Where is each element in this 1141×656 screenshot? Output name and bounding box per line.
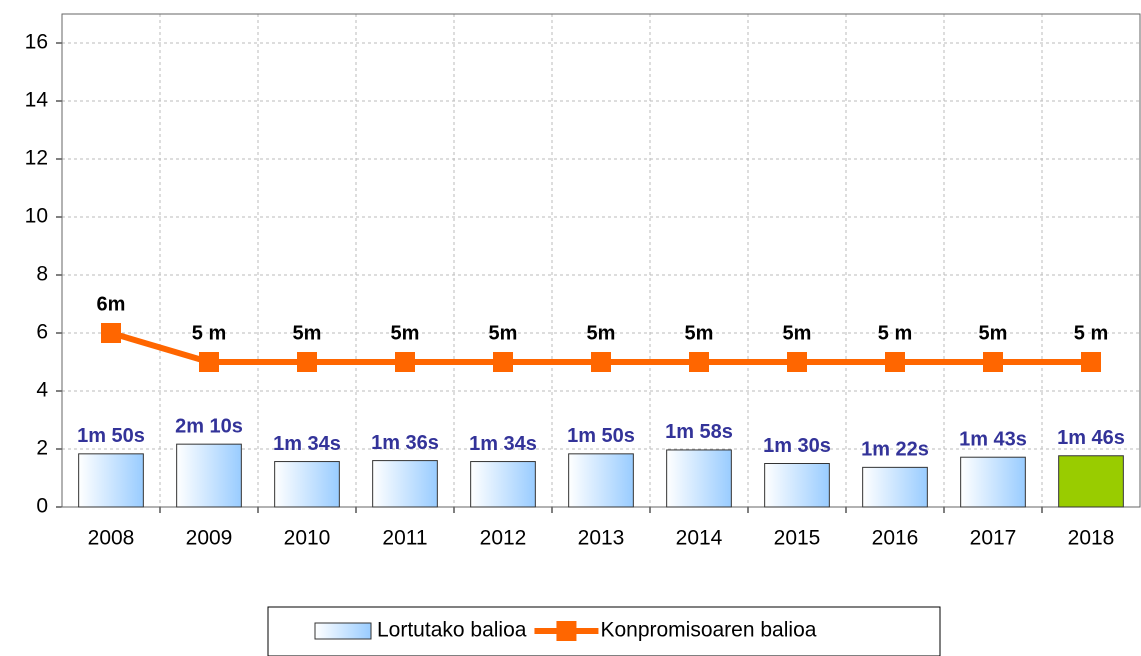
x-tick-label: 2015 (774, 527, 821, 550)
x-tick-label: 2017 (970, 527, 1017, 550)
line-marker (689, 352, 709, 372)
y-tick-label: 12 (25, 147, 48, 170)
x-tick-label: 2010 (284, 527, 331, 550)
bar-value-label: 1m 46s (1057, 427, 1125, 449)
x-tick-label: 2008 (88, 527, 135, 550)
x-tick-label: 2016 (872, 527, 919, 550)
x-tick-label: 2009 (186, 527, 233, 550)
line-value-label: 5m (489, 322, 518, 344)
line-value-label: 5m (685, 322, 714, 344)
bar-value-label: 1m 30s (763, 435, 831, 457)
y-tick-label: 2 (36, 437, 48, 460)
bar (960, 456, 1026, 508)
bar-value-label: 1m 43s (959, 428, 1027, 450)
line-marker (493, 352, 513, 372)
line-marker (199, 352, 219, 372)
bar-value-label: 1m 22s (861, 439, 929, 461)
y-tick-label: 10 (25, 205, 48, 228)
line-value-label: 5 m (878, 322, 912, 344)
line-value-label: 5m (391, 322, 420, 344)
bar (470, 461, 536, 508)
line-marker (787, 352, 807, 372)
bar (176, 443, 242, 508)
line-marker (1081, 352, 1101, 372)
legend-label: Konpromisoaren balioa (600, 619, 816, 642)
line-marker (297, 352, 317, 372)
bar (862, 466, 928, 508)
bar (764, 463, 830, 508)
y-tick-label: 6 (36, 321, 48, 344)
line-value-label: 5 m (192, 322, 226, 344)
line-value-label: 5m (783, 322, 812, 344)
legend-swatch (556, 621, 577, 641)
line-marker (591, 352, 611, 372)
line-marker (395, 352, 415, 372)
bar (1058, 455, 1124, 508)
bar (666, 449, 732, 508)
y-tick-label: 14 (25, 89, 49, 112)
bar-value-label: 1m 50s (77, 425, 145, 447)
line-marker (885, 352, 905, 372)
legend-box (267, 606, 941, 656)
bar-value-label: 1m 34s (469, 433, 537, 455)
x-tick-label: 2012 (480, 527, 527, 550)
bar (78, 453, 144, 508)
x-tick-label: 2018 (1068, 527, 1115, 550)
line-value-label: 5 m (1074, 322, 1108, 344)
y-tick-label: 16 (25, 31, 48, 54)
bar-value-label: 1m 50s (567, 425, 635, 447)
bar-value-label: 2m 10s (175, 415, 243, 437)
bar-value-label: 1m 36s (371, 432, 439, 454)
x-tick-label: 2011 (382, 527, 427, 550)
line-value-label: 6m (97, 293, 126, 315)
y-tick-label: 8 (36, 263, 48, 286)
x-tick-label: 2013 (578, 527, 625, 550)
legend-label: Lortutako balioa (377, 619, 527, 642)
x-tick-label: 2014 (676, 527, 723, 550)
y-tick-label: 4 (36, 379, 48, 402)
line-value-label: 5m (293, 322, 322, 344)
bar (568, 453, 634, 508)
y-tick-label: 0 (36, 495, 48, 518)
line-marker (983, 352, 1003, 372)
legend-swatch (314, 622, 372, 640)
bar-value-label: 1m 34s (273, 433, 341, 455)
bar-value-label: 1m 58s (665, 421, 733, 443)
line-marker (101, 323, 121, 343)
bar (274, 461, 340, 508)
line-value-label: 5m (979, 322, 1008, 344)
bar (372, 460, 438, 508)
line-value-label: 5m (587, 322, 616, 344)
